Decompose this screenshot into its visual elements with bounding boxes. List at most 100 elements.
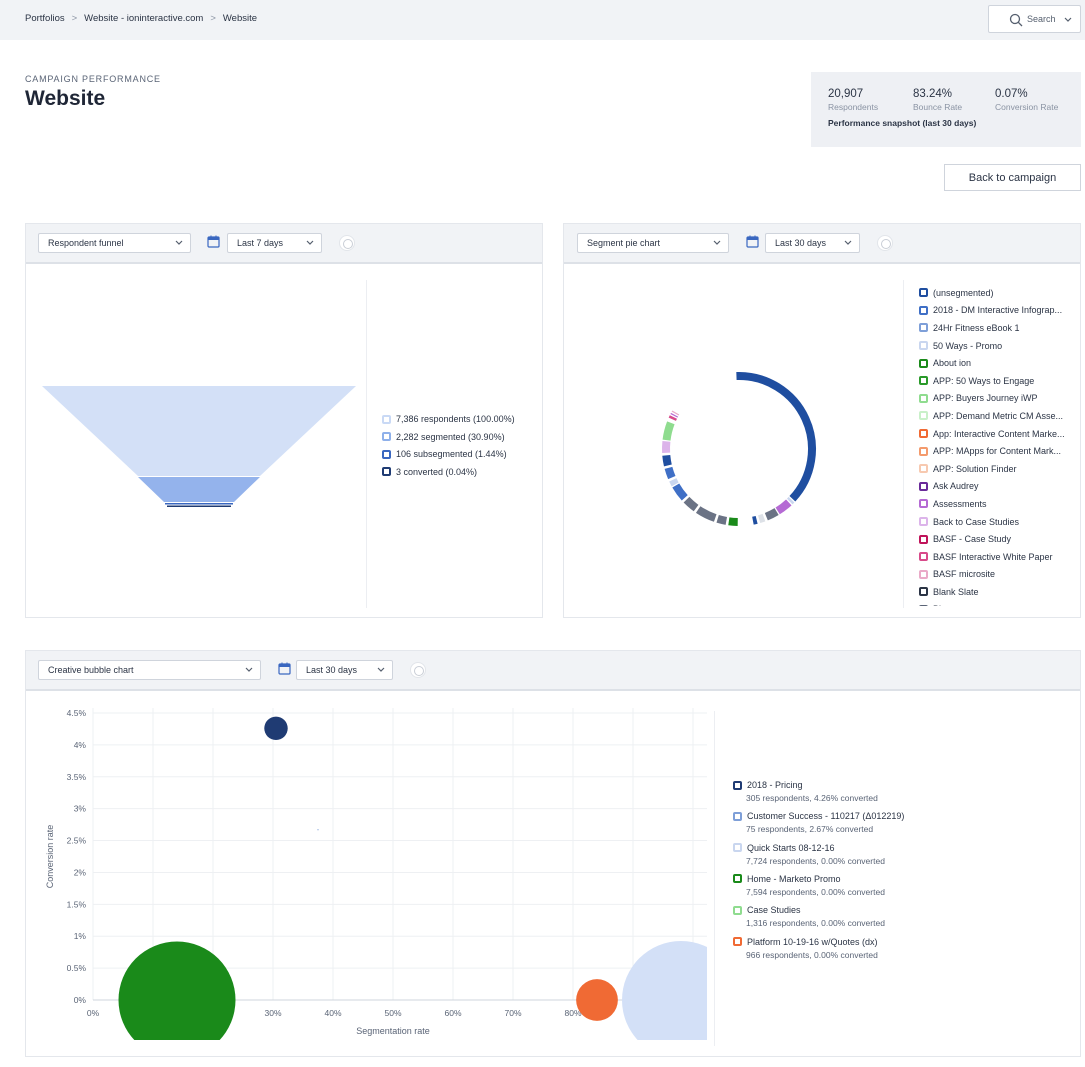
segment-legend-item[interactable]: Assessments (919, 495, 1079, 513)
legend-detail: 7,594 respondents, 0.00% converted (746, 886, 885, 897)
legend-swatch (733, 874, 742, 884)
y-tick-label: 2.5% (67, 836, 87, 846)
legend-label: APP: Solution Finder (933, 463, 1017, 474)
segment-legend-item[interactable]: (unsegmented) (919, 284, 1079, 302)
bubble-legend-item[interactable]: Home - Marketo Promo 7,594 respondents, 0… (733, 874, 885, 897)
respondents-value: 20,907 (828, 88, 864, 100)
date-range-value: Last 7 days (237, 238, 284, 248)
legend-swatch (919, 341, 928, 351)
segment-legend-item[interactable]: App: Interactive Content Marke... (919, 425, 1079, 443)
bubble-point[interactable] (622, 941, 711, 1043)
date-range-select[interactable]: Last 30 days (296, 660, 393, 680)
funnel-stage-subsegmented (165, 503, 233, 505)
breadcrumb-separator: > (71, 13, 78, 24)
segment-legend-item[interactable]: BASF Interactive White Paper (919, 548, 1079, 566)
legend-label: (unsegmented) (933, 287, 994, 298)
calendar-icon[interactable] (746, 235, 759, 248)
segment-legend-item[interactable]: 2018 - DM Interactive Infograp... (919, 302, 1079, 320)
bubble-legend-item[interactable]: Case Studies 1,316 respondents, 0.00% con… (733, 905, 885, 928)
legend-swatch (382, 432, 391, 442)
donut-slice (662, 421, 675, 441)
breadcrumb-current[interactable]: Website (222, 13, 258, 24)
funnel-legend-item[interactable]: 106 subsegmented (1.44%) (382, 449, 507, 459)
donut-slice (716, 514, 728, 525)
segment-panel-header: Segment pie chart Last 30 days (564, 224, 1080, 264)
legend-label: APP: MApps for Content Mark... (933, 446, 1062, 457)
breadcrumb-portfolios[interactable]: Portfolios (25, 13, 65, 24)
legend-label: 2018 - Pricing (747, 780, 803, 790)
legend-label: APP: Buyers Journey iWP (933, 393, 1038, 404)
segment-legend-item[interactable]: APP: Buyers Journey iWP (919, 390, 1079, 408)
legend-name-row: 2018 - Pricing (733, 780, 878, 790)
chevron-down-icon (175, 240, 183, 245)
date-range-select[interactable]: Last 30 days (765, 233, 860, 253)
bubble-legend-item[interactable]: Quick Starts 08-12-16 7,724 respondents, … (733, 843, 885, 866)
top-bar: Portfolios > Website - ioninteractive.co… (0, 0, 1085, 40)
breadcrumb-site[interactable]: Website - ioninteractive.com (84, 13, 204, 24)
chevron-down-icon (377, 667, 385, 672)
donut-slice (738, 517, 752, 526)
bubble-point[interactable] (317, 829, 319, 831)
calendar-icon[interactable] (207, 235, 220, 248)
segment-legend-item[interactable]: 24Hr Fitness eBook 1 (919, 319, 1079, 337)
legend-swatch (919, 376, 928, 386)
bubble-point[interactable] (118, 941, 236, 1044)
legend-label: 106 subsegmented (1.44%) (396, 449, 507, 460)
legend-detail: 966 respondents, 0.00% converted (746, 949, 878, 960)
date-range-value: Last 30 days (775, 238, 827, 248)
donut-slice (662, 454, 672, 467)
segment-legend-item[interactable]: Blank Slate (919, 583, 1079, 601)
legend-swatch (919, 358, 928, 368)
x-tick-label: 40% (324, 1008, 341, 1018)
calendar-icon[interactable] (278, 662, 291, 675)
bubble-legend-item[interactable]: Customer Success - 110217 (Δ012219) 75 re… (733, 811, 904, 834)
bubble-chart: 0%0.5%1%1.5%2%2.5%3%3.5%4%4.5%0%10%20%30… (45, 708, 711, 1044)
segment-legend-item[interactable]: BASF microsite (919, 566, 1079, 584)
legend-label: 24Hr Fitness eBook 1 (933, 322, 1020, 333)
conversion-rate-label: Conversion Rate (995, 102, 1059, 112)
date-range-select[interactable]: Last 7 days (227, 233, 322, 253)
chart-type-select[interactable]: Segment pie chart (577, 233, 729, 253)
bubble-legend-item[interactable]: 2018 - Pricing 305 respondents, 4.26% con… (733, 780, 878, 803)
segment-legend-item[interactable]: About ion (919, 354, 1079, 372)
segment-legend-item[interactable]: 50 Ways - Promo (919, 337, 1079, 355)
y-tick-label: 4% (74, 740, 87, 750)
date-range-value: Last 30 days (306, 665, 358, 675)
refresh-icon[interactable] (410, 662, 426, 678)
search-dropdown[interactable]: Search (988, 5, 1081, 33)
legend-label: Assessments (933, 498, 987, 509)
legend-swatch (919, 429, 928, 439)
segment-legend-item[interactable]: APP: Demand Metric CM Asse... (919, 407, 1079, 425)
chevron-down-icon (713, 240, 721, 245)
back-to-campaign-button[interactable]: Back to campaign (944, 164, 1081, 191)
x-tick-label: 80% (564, 1008, 581, 1018)
funnel-legend-item[interactable]: 7,386 respondents (100.00%) (382, 414, 515, 424)
chart-type-value: Respondent funnel (48, 238, 124, 248)
segment-legend-item[interactable]: APP: 50 Ways to Engage (919, 372, 1079, 390)
segment-legend[interactable]: (unsegmented) 2018 - DM Interactive Infog… (919, 284, 1079, 606)
chart-type-select[interactable]: Respondent funnel (38, 233, 191, 253)
chart-type-select[interactable]: Creative bubble chart (38, 660, 261, 680)
bubble-point[interactable] (576, 979, 618, 1021)
refresh-icon[interactable] (339, 235, 355, 251)
funnel-legend-item[interactable]: 3 converted (0.04%) (382, 467, 477, 477)
legend-label: BASF - Case Study (933, 534, 1012, 545)
segment-legend-item[interactable]: APP: MApps for Content Mark... (919, 442, 1079, 460)
chart-type-value: Segment pie chart (587, 238, 661, 248)
funnel-legend-item[interactable]: 2,282 segmented (30.90%) (382, 432, 505, 442)
segment-legend-item[interactable]: Ask Audrey (919, 478, 1079, 496)
funnel-stage-respondents (42, 386, 356, 476)
segment-legend-item[interactable]: BASF - Case Study (919, 530, 1079, 548)
legend-swatch (382, 467, 391, 477)
segment-legend-item[interactable]: Back to Case Studies (919, 513, 1079, 531)
legend-detail: 1,316 respondents, 0.00% converted (746, 918, 885, 929)
segment-legend-item[interactable]: APP: Solution Finder (919, 460, 1079, 478)
panel-divider (714, 711, 715, 1046)
bubble-legend-item[interactable]: Platform 10-19-16 w/Quotes (dx) 966 respo… (733, 937, 878, 960)
legend-label: Ask Audrey (933, 481, 979, 492)
segment-legend-item[interactable]: Blog (919, 601, 1079, 606)
legend-swatch (919, 604, 928, 606)
refresh-icon[interactable] (877, 235, 893, 251)
legend-label: Quick Starts 08-12-16 (747, 842, 835, 853)
bubble-point[interactable] (264, 716, 288, 741)
